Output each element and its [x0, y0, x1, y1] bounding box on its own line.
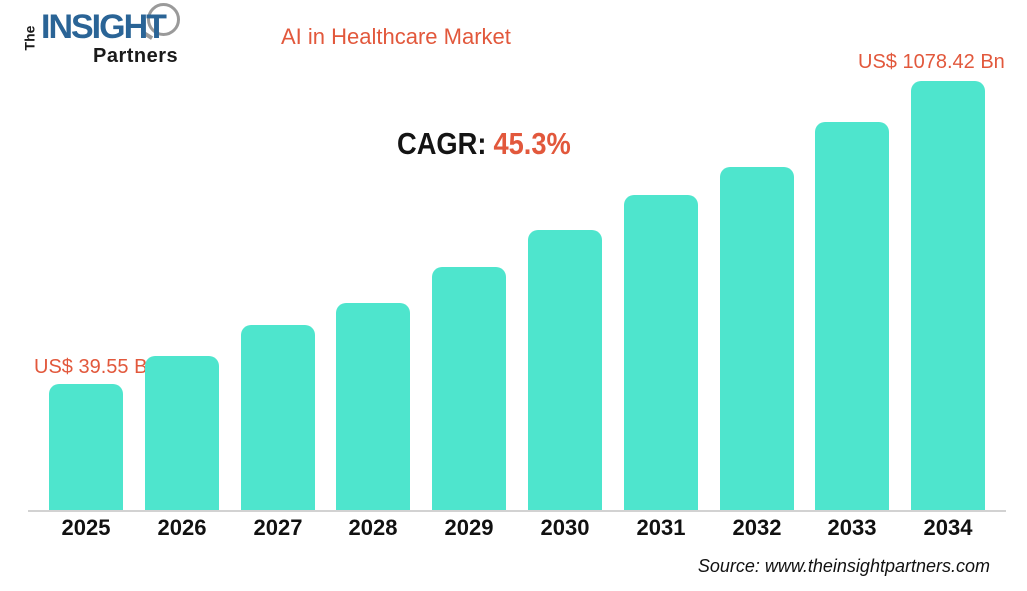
insight-partners-logo: The INSIGHT Partners — [21, 3, 180, 72]
x-axis-label-2029: 2029 — [444, 515, 494, 540]
bar-2030 — [528, 230, 602, 510]
logo-word-insight: INSIGHT — [41, 8, 167, 46]
bar-2028 — [336, 303, 410, 510]
x-axis-label-2026: 2026 — [157, 515, 207, 540]
first-bar-value-label: US$ 39.55 Bn — [34, 356, 159, 378]
x-axis-label-2027: 2027 — [253, 515, 303, 540]
bar-2025 — [49, 384, 123, 510]
x-axis-labels: 2025 2026 2027 2028 2029 2030 2031 2032 2033 2034 — [49, 515, 989, 545]
bar-2026 — [145, 356, 219, 510]
x-axis-label-2025: 2025 — [61, 515, 111, 540]
bar-2032 — [720, 167, 794, 510]
chart-title: AI in Healthcare Market — [281, 24, 511, 49]
magnifier-icon — [147, 3, 180, 36]
x-axis-line — [28, 510, 1006, 512]
logo-word-the: The — [21, 25, 38, 51]
x-axis-label-2032: 2032 — [732, 515, 782, 540]
bar-2027 — [241, 325, 315, 510]
bar-series — [49, 81, 989, 510]
x-axis-label-2031: 2031 — [636, 515, 686, 540]
logo-word-partners: Partners — [93, 45, 179, 67]
bar-2033 — [815, 122, 889, 510]
x-axis-label-2033: 2033 — [827, 515, 877, 540]
source-note: Source: www.theinsightpartners.com — [697, 556, 990, 576]
bar-2034 — [911, 81, 985, 510]
cagr-line: CAGR: 45.3% — [397, 126, 571, 162]
last-bar-value-label: US$ 1078.42 Bn — [858, 51, 1005, 73]
cagr-label: CAGR: — [397, 126, 487, 161]
cagr-value: 45.3% — [493, 126, 571, 161]
x-axis-label-2034: 2034 — [923, 515, 973, 540]
bar-2029 — [432, 267, 506, 510]
x-axis-label-2030: 2030 — [540, 515, 590, 540]
bar-2031 — [624, 195, 698, 510]
x-axis-label-2028: 2028 — [348, 515, 398, 540]
